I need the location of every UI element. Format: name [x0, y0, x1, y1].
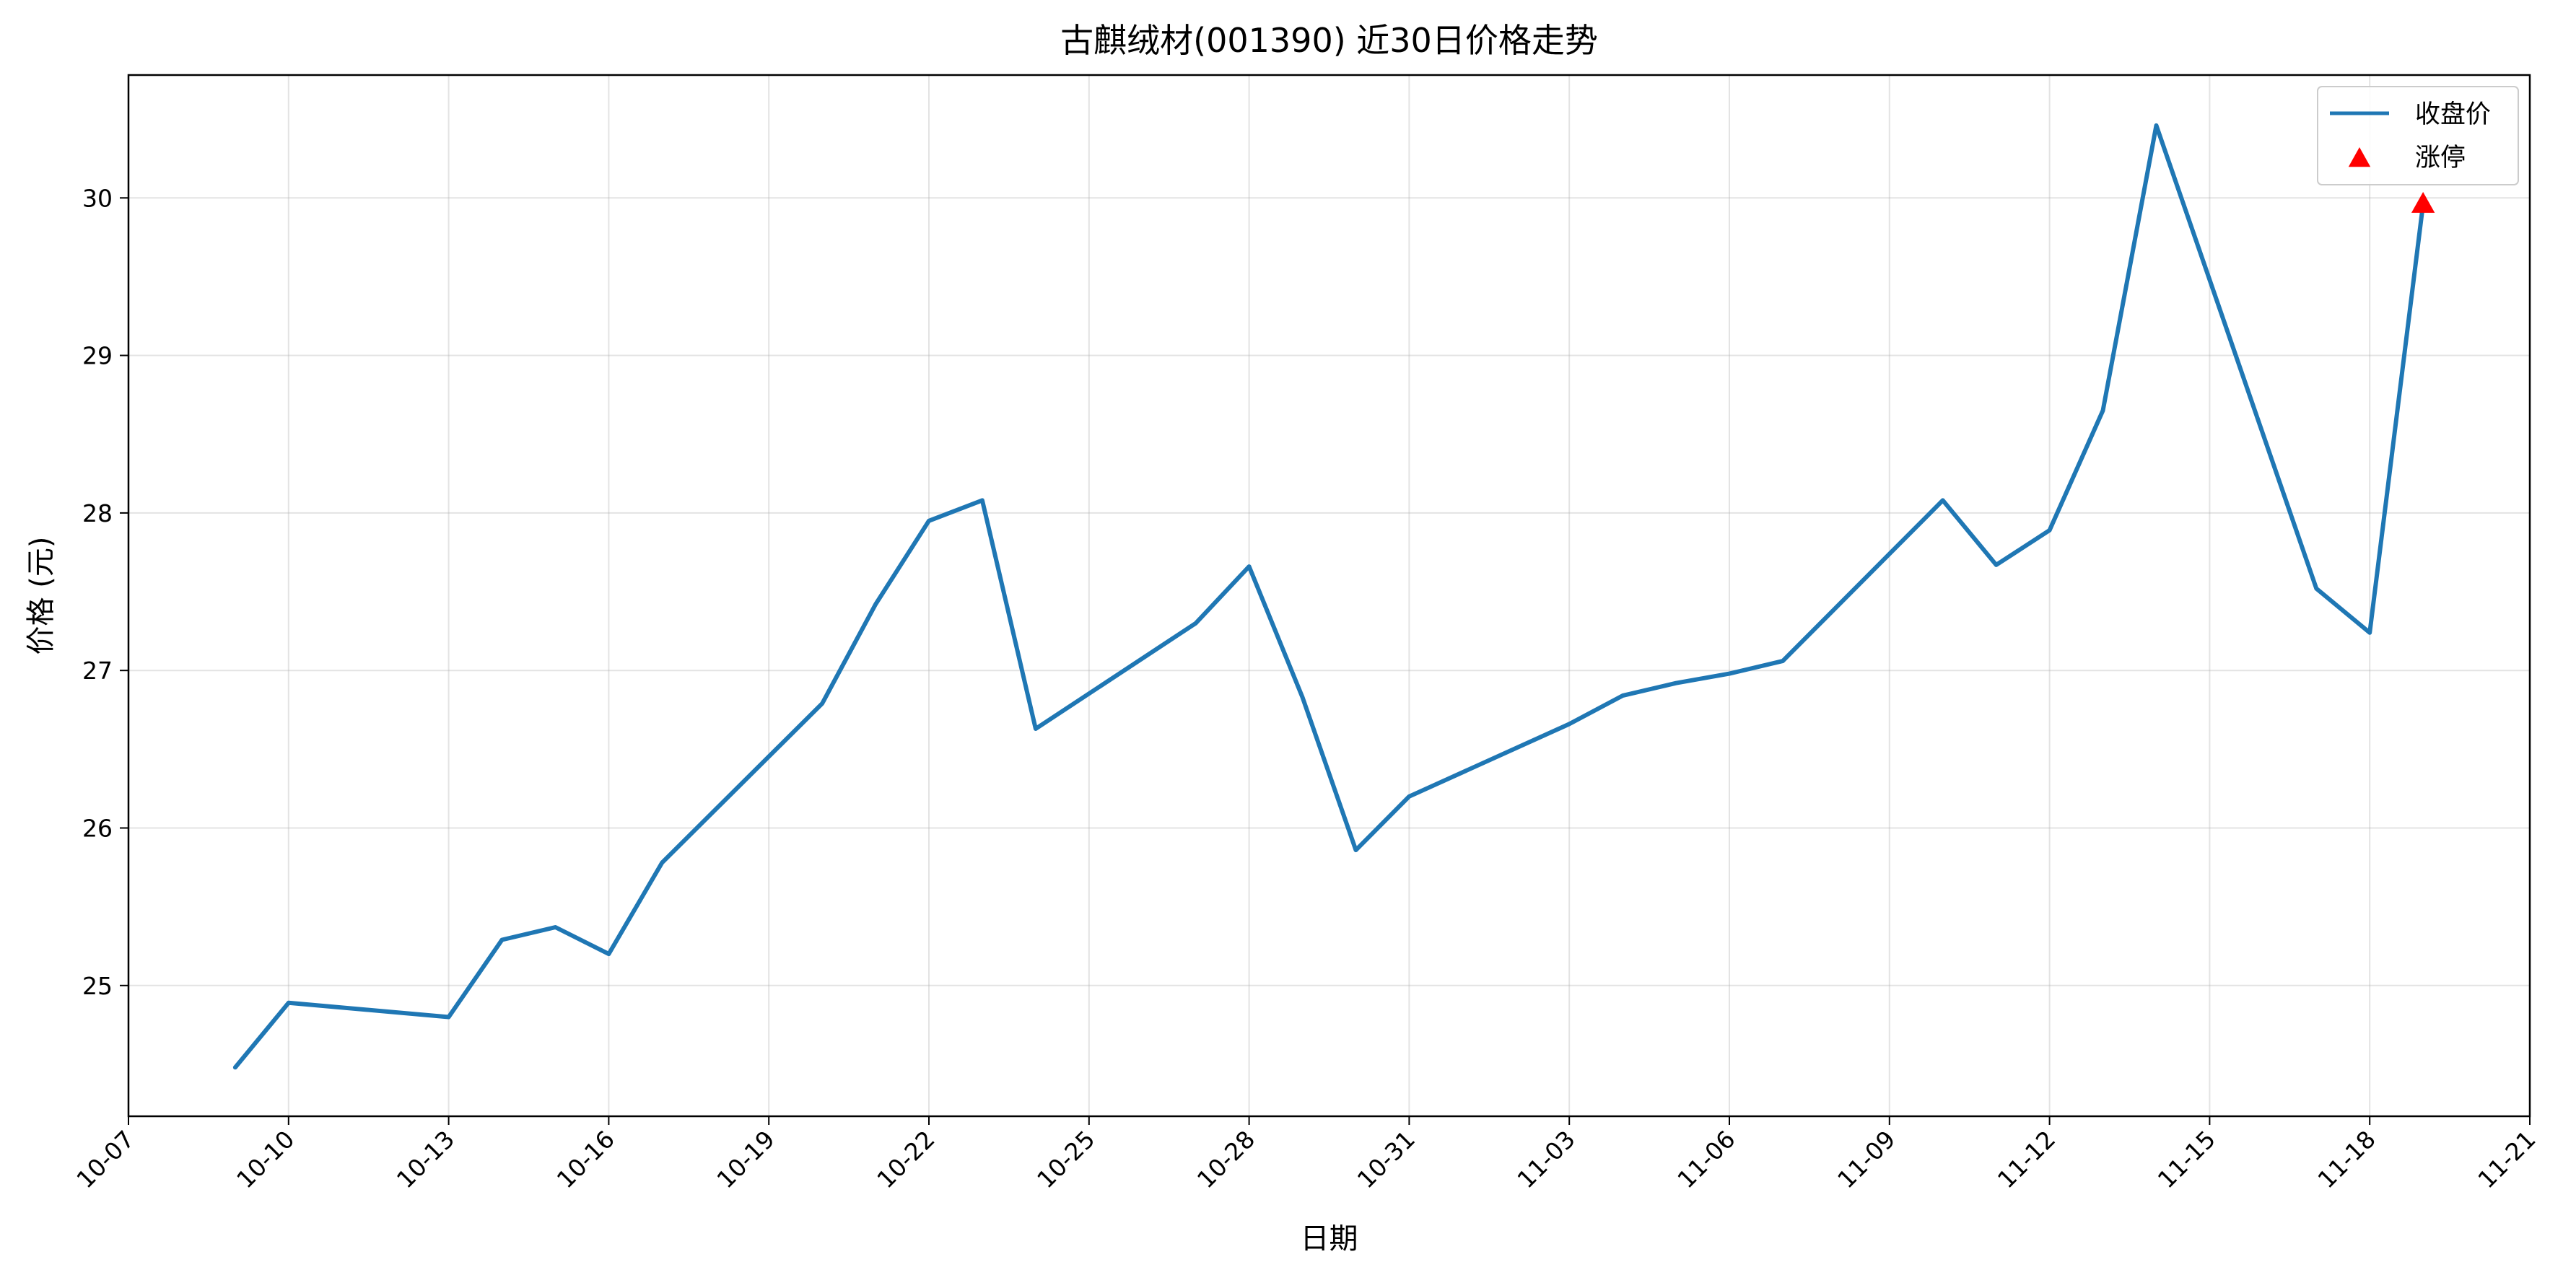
plot-frame	[127, 74, 2531, 1118]
legend-swatch-limit-up	[2348, 147, 2371, 167]
legend-label-limit-up: 涨停	[2415, 144, 2466, 172]
plot-area	[232, 123, 2435, 1070]
y-axis-title: 价格 (元)	[25, 537, 58, 655]
chart-title: 古麒绒材(001390) 近30日价格走势	[1060, 21, 1598, 60]
close-price-line	[232, 123, 2426, 1070]
legend: 收盘价 涨停	[2317, 86, 2519, 185]
y-tick-label: 28	[82, 499, 113, 527]
limit-up-marker	[2411, 192, 2435, 213]
legend-box	[2317, 86, 2519, 185]
y-tick-label: 25	[82, 972, 113, 1000]
y-tick-label: 29	[82, 342, 113, 370]
x-axis-title: 日期	[1301, 1222, 1358, 1256]
grid-lines	[128, 75, 2531, 1116]
y-tick-label: 26	[82, 815, 113, 843]
y-tick-label: 27	[82, 657, 113, 685]
legend-label-close-price: 收盘价	[2415, 100, 2491, 129]
y-axis: 25 26 27 28 29 30	[82, 184, 128, 1000]
y-tick-label: 30	[82, 184, 113, 212]
